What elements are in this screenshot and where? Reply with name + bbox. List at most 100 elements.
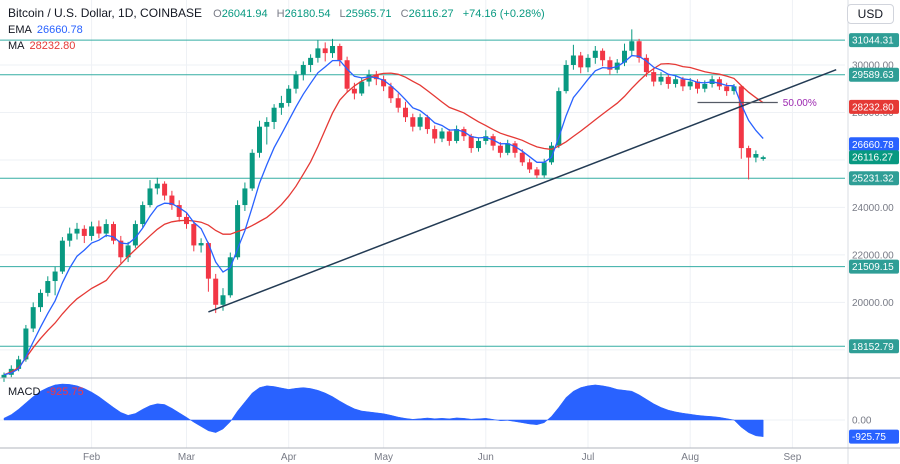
candle-body [111,224,116,241]
candle-body [490,136,496,146]
ema-price-badge-label: 26660.78 [852,140,894,151]
candle-body [468,136,474,149]
candle-body [541,162,547,176]
candle-body [483,136,489,141]
candle-body [695,81,700,89]
price-axis-label: 30000.00 [852,60,894,71]
macd-zero-label: 0.00 [852,416,872,427]
macd-value: -925.75 [46,386,84,398]
candle-body [38,292,43,308]
candle-body [592,50,598,58]
candle-body [147,188,153,206]
macd-histogram-area [3,383,764,437]
price-axis-label: 20000.00 [852,298,894,309]
candle-body [395,98,401,108]
candle-body [753,154,759,158]
candle-body [154,183,160,189]
candle-body [446,131,452,141]
candle-body [519,152,525,163]
candle-body [578,55,584,68]
candle-body [622,50,627,63]
candle-body [330,45,335,54]
macd-label: MACD [8,386,41,398]
symbol-title[interactable]: Bitcoin / U.S. Dollar, 1D, COINBASE [8,6,203,20]
candle-body [556,91,562,146]
candle-body [59,240,65,272]
candle-body [417,117,423,127]
low-value: 25965.71 [345,8,392,20]
high-label: H [276,8,285,20]
candle-body [67,233,73,241]
ma-line[interactable] [3,62,764,376]
candle-body [257,126,262,153]
time-axis-month-label: Aug [681,452,699,463]
candle-body [176,205,182,217]
candle-body [680,79,686,87]
time-axis[interactable]: Feb Mar Apr May Jun Jul Aug Sep [83,452,802,463]
ema-line[interactable] [3,54,764,376]
candle-body [23,328,29,360]
level-price-badge [849,67,899,82]
candle-body [118,240,124,258]
candle-body [702,83,708,89]
candle-body [476,140,481,149]
macd-legend[interactable]: MACD -925.75 [8,386,84,398]
candle-body [213,278,219,305]
open-label: O [213,8,222,20]
candle-body [600,50,606,61]
candle-body [439,131,445,139]
time-axis-month-label: Jul [582,452,595,463]
candle-body [278,102,284,108]
candle-body [16,359,22,369]
candle-body [403,107,408,118]
ma-value: 28232.80 [29,40,76,52]
candle-body [432,129,438,139]
ema-legend-row[interactable]: EMA 26660.78 [8,22,545,38]
candle-body [505,143,511,153]
candle-body [585,57,591,68]
ema-label: EMA [8,24,32,36]
level-price-badge [849,339,899,354]
currency-toggle-button[interactable]: USD [846,4,894,24]
level-price-badge-label: 21509.15 [852,262,894,273]
candle-body [373,74,379,80]
candle-body [300,64,306,75]
candle-body [140,205,146,225]
ascending-trendline[interactable] [208,69,837,313]
level-price-badge-label: 25231.32 [852,174,894,185]
candle-body [30,307,36,329]
candle-body [760,157,766,159]
price-axis[interactable]: 30000.0028000.0024000.0022000.0020000.00… [849,33,899,444]
candle-body [169,195,175,206]
candle-body [738,86,744,149]
ma-label: MA [8,40,25,52]
ma-legend-row[interactable]: MA 28232.80 [8,38,545,54]
candle-body [220,295,226,305]
candle-body [665,76,671,84]
candle-body [636,41,642,58]
close-value: 26116.27 [408,8,454,20]
candle-body [205,243,211,279]
candle-body [410,117,416,127]
candle-body [1,374,7,379]
candle-body [497,145,503,153]
last-price-badge-label: 26116.27 [852,153,893,164]
symbol-legend: Bitcoin / U.S. Dollar, 1D, COINBASE O260… [8,5,545,54]
candle-body [673,79,679,84]
change-value: +74.16 (+0.28%) [462,8,545,20]
candle-body [264,121,270,127]
candle-body [315,48,321,58]
candle-body [424,117,430,130]
candle-body [52,271,58,282]
candle-body [351,88,357,94]
price-axis-label: 22000.00 [852,250,894,261]
candle-body [96,226,102,234]
candle-body [563,64,569,92]
ma-price-badge-label: 28232.80 [852,102,894,113]
macd-value-badge [849,429,899,444]
price-axis-label: 24000.00 [852,203,894,214]
candle-body [89,226,95,236]
ema-value: 26660.78 [36,24,83,36]
candle-body [731,86,737,92]
